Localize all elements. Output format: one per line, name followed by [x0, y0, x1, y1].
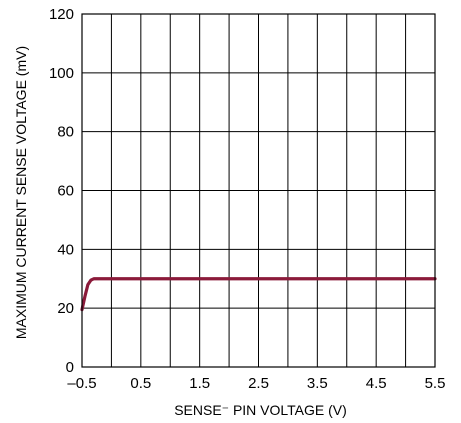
y-axis-title: MAXIMUM CURRENT SENSE VOLTAGE (mV) [13, 46, 29, 339]
x-tick-label: 5.5 [425, 375, 446, 392]
y-tick-label: 60 [57, 183, 74, 200]
series-line [80, 277, 437, 312]
x-tick-label: 4.5 [366, 375, 387, 392]
x-tick-label: 3.5 [307, 375, 328, 392]
x-axis-title: SENSE⁻ PIN VOLTAGE (V) [174, 402, 347, 418]
x-tick-label: 1.5 [189, 375, 210, 392]
y-tick-label: 40 [57, 241, 74, 258]
grid [82, 14, 435, 367]
y-tick-labels: 0 20 40 60 80 100 120 [49, 6, 74, 376]
y-tick-label: 100 [49, 65, 74, 82]
y-tick-label: 80 [57, 124, 74, 141]
y-tick-label: 120 [49, 6, 74, 23]
x-tick-label: 0.5 [130, 375, 151, 392]
y-tick-label: 0 [66, 359, 74, 376]
x-tick-label: 2.5 [248, 375, 269, 392]
x-tick-label: –0.5 [67, 375, 96, 392]
y-tick-label: 20 [57, 300, 74, 317]
series-group [80, 277, 437, 312]
plot-frame [81, 13, 436, 368]
x-tick-labels: –0.5 0.5 1.5 2.5 3.5 4.5 5.5 [67, 375, 445, 392]
